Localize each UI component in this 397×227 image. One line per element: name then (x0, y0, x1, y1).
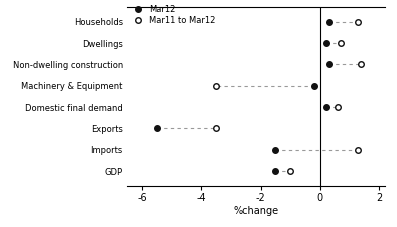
Legend: Mar12, Mar11 to Mar12: Mar12, Mar11 to Mar12 (129, 5, 215, 25)
X-axis label: %change: %change (233, 206, 279, 216)
